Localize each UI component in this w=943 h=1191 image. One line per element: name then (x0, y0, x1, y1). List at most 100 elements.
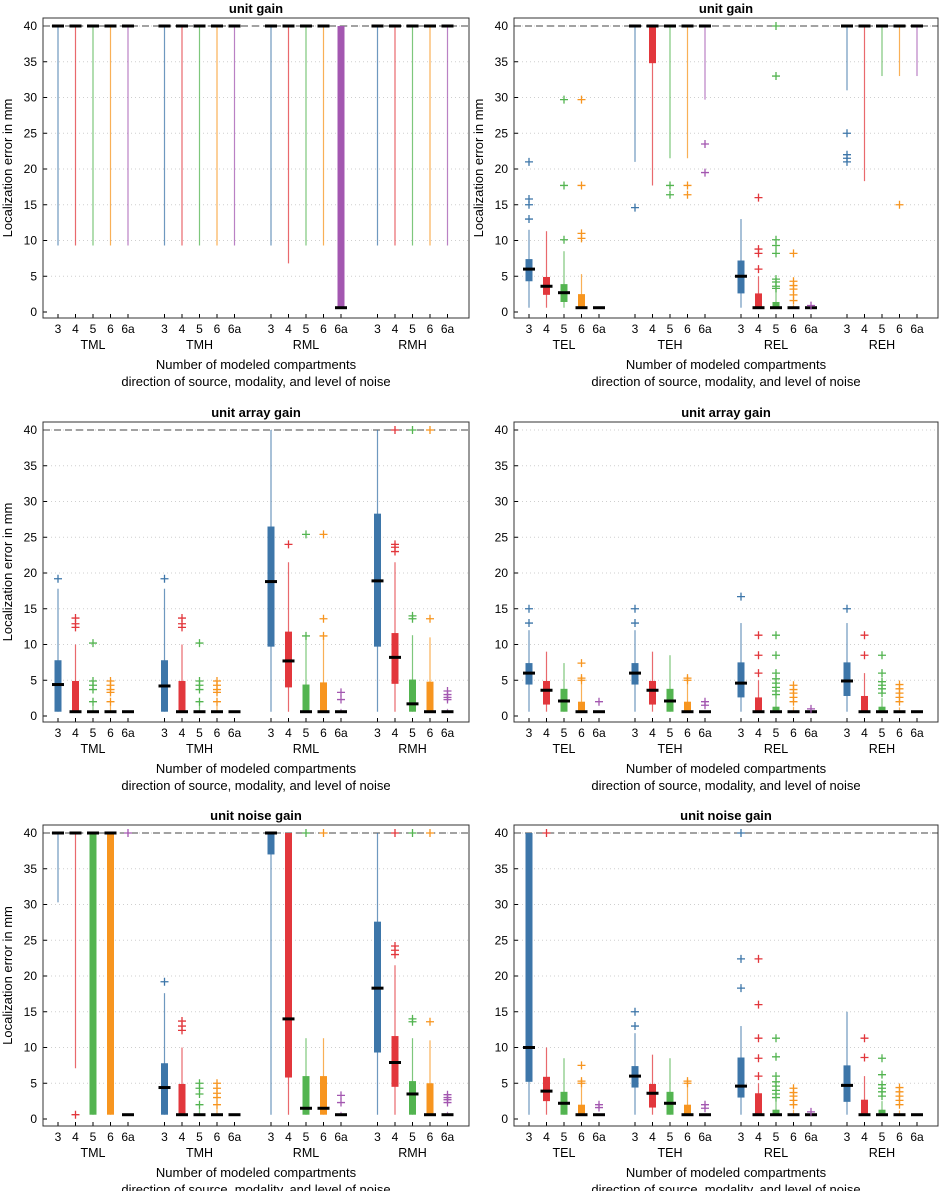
group-rel: 3 4 5 6 6a REL (735, 592, 818, 756)
outlier-marker (772, 1052, 780, 1061)
category-label: 4 (285, 322, 292, 336)
outlier-marker (408, 829, 417, 837)
category-label: 6a (592, 1130, 606, 1144)
outlier-marker (577, 181, 586, 190)
category-label: 5 (879, 322, 886, 336)
group-reh: 3 4 5 6 6a REH (841, 1011, 924, 1160)
category-label: 5 (561, 322, 568, 336)
category-label: 3 (526, 1130, 533, 1144)
category-label: 6 (107, 322, 114, 336)
plot-frame (42, 421, 470, 723)
box (267, 833, 275, 855)
y-tick-label: 5 (30, 673, 37, 687)
y-tick-label: 35 (24, 862, 38, 876)
plot-frame (513, 824, 939, 1127)
outlier-marker (89, 697, 97, 706)
outlier-marker (195, 1079, 204, 1088)
category-label: 3 (268, 726, 275, 740)
outlier-marker (754, 1034, 763, 1043)
y-tick-label: 30 (24, 898, 38, 912)
outlier-marker (54, 574, 62, 583)
box (267, 526, 275, 647)
outlier-marker (772, 651, 780, 660)
group-rmh: 3 4 5 6 6a RMH (371, 24, 454, 352)
outlier-marker (178, 614, 186, 623)
outlier-marker (754, 631, 763, 640)
category-label: 3 (374, 1130, 381, 1144)
outlier-marker (195, 676, 204, 685)
y-tick-label: 10 (495, 638, 509, 652)
box (684, 1104, 691, 1115)
x-axis-label: Number of modeled compartments (626, 761, 827, 776)
x-axis-sublabel: direction of source, modality, and level… (121, 1182, 390, 1191)
box (285, 833, 292, 1078)
outlier-marker (754, 954, 763, 963)
group-label: TMH (186, 1146, 213, 1160)
box (320, 682, 327, 712)
category-label: 6a (804, 1130, 818, 1144)
outlier-marker (878, 1080, 886, 1089)
outlier-marker (878, 1070, 886, 1079)
outlier-marker (426, 829, 434, 837)
box (337, 26, 345, 308)
outlier-marker (337, 695, 345, 704)
category-label: 6a (910, 322, 924, 336)
y-tick-label: 25 (495, 530, 509, 544)
outlier-marker (789, 681, 798, 690)
category-label: 6 (790, 322, 797, 336)
category-label: 6a (698, 726, 712, 740)
box (72, 680, 79, 712)
group-tml: 3 4 5 6 6a TML (52, 574, 135, 756)
group-tel: 3 4 5 6 6a TEL (523, 829, 606, 1160)
outlier-marker (337, 688, 345, 697)
y-tick-label: 10 (495, 234, 509, 248)
category-label: 4 (861, 322, 868, 336)
category-label: 4 (392, 322, 399, 336)
group-tml: 3 4 5 6 6a TML (52, 829, 135, 1160)
category-label: 4 (392, 1130, 399, 1144)
outlier-marker (391, 426, 399, 434)
outlier-marker (426, 426, 434, 434)
category-label: 4 (755, 322, 762, 336)
category-label: 5 (303, 726, 310, 740)
outlier-marker (772, 235, 780, 244)
y-tick-label: 25 (24, 933, 38, 947)
category-label: 6a (592, 322, 606, 336)
y-tick-label: 40 (495, 423, 509, 437)
outlier-marker (525, 195, 533, 204)
outlier-marker (391, 540, 399, 549)
category-label: 4 (755, 726, 762, 740)
outlier-marker (683, 1077, 692, 1086)
category-label: 4 (755, 1130, 762, 1144)
box (772, 706, 780, 712)
group-tml: 3 4 5 6 6a TML (52, 24, 135, 352)
box (107, 833, 114, 1115)
group-label: RMH (398, 338, 426, 352)
y-tick-label: 15 (24, 602, 38, 616)
category-label: 5 (409, 726, 416, 740)
plot-frame (513, 17, 939, 319)
panel-title: unit gain (229, 1, 283, 16)
y-axis-label: Localization error in mm (0, 99, 15, 238)
outlier-marker (577, 659, 586, 668)
category-label: 5 (90, 1130, 97, 1144)
category-label: 6 (578, 1130, 585, 1144)
category-label: 5 (409, 1130, 416, 1144)
category-label: 5 (303, 1130, 310, 1144)
outlier-marker (595, 1100, 603, 1109)
group-teh: 3 4 5 6 6a TEH (629, 604, 712, 756)
panel-title: unit gain (699, 1, 753, 16)
y-tick-label: 0 (501, 709, 508, 723)
group-label: REL (764, 742, 788, 756)
category-label: 3 (374, 726, 381, 740)
outlier-marker (426, 614, 434, 623)
outlier-marker (631, 1007, 639, 1016)
category-label: 6a (121, 1130, 135, 1144)
category-label: 3 (844, 726, 851, 740)
box (755, 1093, 762, 1115)
box (843, 662, 851, 696)
outlier-marker (772, 249, 780, 258)
outlier-marker (319, 829, 328, 837)
category-label: 6 (214, 322, 221, 336)
category-label: 4 (861, 726, 868, 740)
